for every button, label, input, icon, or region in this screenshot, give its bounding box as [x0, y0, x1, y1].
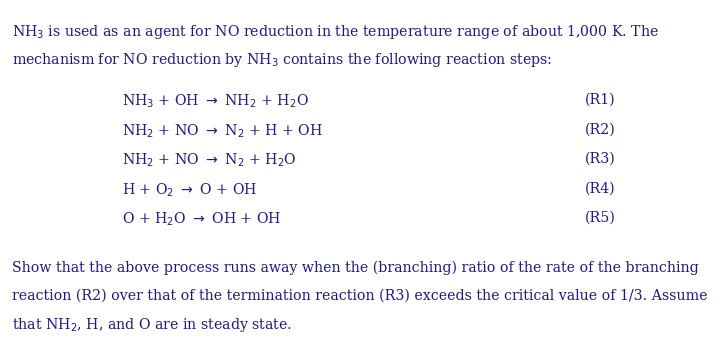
Text: reaction (R2) over that of the termination reaction (R3) exceeds the critical va: reaction (R2) over that of the terminati…: [12, 289, 708, 302]
Text: NH$_3$ is used as an agent for NO reduction in the temperature range of about 1,: NH$_3$ is used as an agent for NO reduct…: [12, 23, 659, 41]
Text: (R4): (R4): [585, 181, 616, 196]
Text: that NH$_2$, H, and O are in steady state.: that NH$_2$, H, and O are in steady stat…: [12, 316, 292, 334]
Text: NH$_2$ + NO $\rightarrow$ N$_2$ + H + OH: NH$_2$ + NO $\rightarrow$ N$_2$ + H + OH: [122, 122, 323, 140]
Text: (R1): (R1): [585, 93, 616, 107]
Text: Show that the above process runs away when the (branching) ratio of the rate of : Show that the above process runs away wh…: [12, 261, 699, 275]
Text: O + H$_2$O $\rightarrow$ OH + OH: O + H$_2$O $\rightarrow$ OH + OH: [122, 211, 281, 228]
Text: (R5): (R5): [585, 211, 616, 225]
Text: (R2): (R2): [585, 122, 616, 137]
Text: NH$_2$ + NO $\rightarrow$ N$_2$ + H$_2$O: NH$_2$ + NO $\rightarrow$ N$_2$ + H$_2$O: [122, 152, 297, 169]
Text: H + O$_2$ $\rightarrow$ O + OH: H + O$_2$ $\rightarrow$ O + OH: [122, 181, 257, 199]
Text: (R3): (R3): [585, 152, 616, 166]
Text: mechanism for NO reduction by NH$_3$ contains the following reaction steps:: mechanism for NO reduction by NH$_3$ con…: [12, 51, 552, 69]
Text: NH$_3$ + OH $\rightarrow$ NH$_2$ + H$_2$O: NH$_3$ + OH $\rightarrow$ NH$_2$ + H$_2$…: [122, 93, 309, 110]
